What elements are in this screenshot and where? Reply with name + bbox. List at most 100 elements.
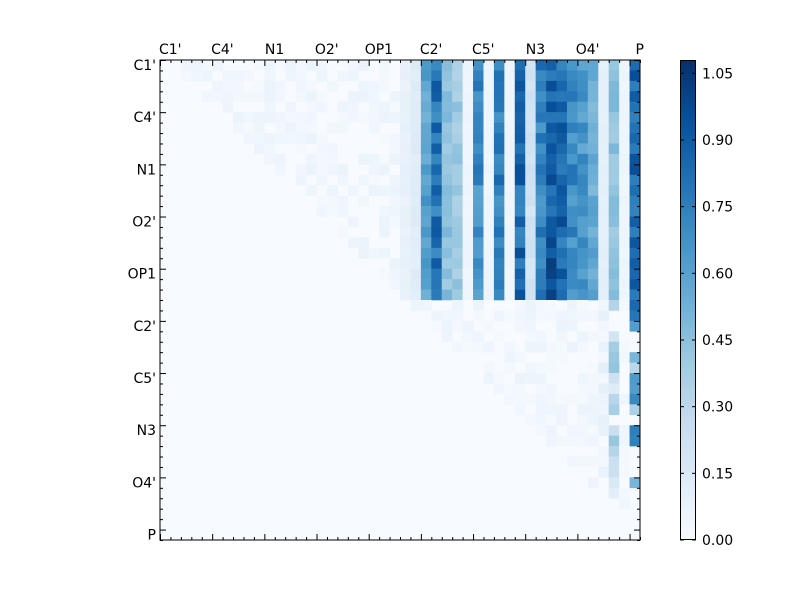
heatmap-cell bbox=[379, 101, 390, 113]
colorbar-segment bbox=[680, 176, 696, 181]
heatmap-cell bbox=[431, 80, 443, 92]
heatmap-cell bbox=[431, 195, 443, 207]
heatmap-cell bbox=[285, 60, 296, 71]
heatmap-cell bbox=[566, 80, 578, 92]
heatmap-cell bbox=[619, 289, 630, 301]
heatmap-cell bbox=[337, 195, 349, 207]
colorbar-segment bbox=[680, 300, 696, 305]
heatmap-cell bbox=[441, 268, 453, 280]
heatmap-cell bbox=[608, 206, 620, 217]
heatmap-cell bbox=[608, 226, 620, 238]
heatmap-cell bbox=[577, 279, 589, 290]
heatmap-cell bbox=[358, 237, 369, 249]
heatmap-cell bbox=[556, 268, 568, 280]
heatmap-cell bbox=[629, 70, 641, 82]
heatmap-cell bbox=[400, 206, 411, 217]
heatmap-cell bbox=[525, 153, 536, 165]
heatmap-cell bbox=[525, 143, 536, 155]
y-tick-label: N3 bbox=[137, 423, 156, 439]
heatmap-cell bbox=[493, 80, 505, 92]
heatmap-cell bbox=[441, 133, 453, 144]
heatmap-cell bbox=[598, 80, 609, 92]
heatmap-cell bbox=[410, 164, 422, 176]
heatmap-cell bbox=[483, 112, 495, 123]
heatmap-cell bbox=[452, 341, 463, 353]
heatmap-cell bbox=[274, 164, 286, 176]
heatmap-cell bbox=[358, 195, 369, 207]
heatmap-cell bbox=[452, 143, 463, 155]
heatmap-cell bbox=[462, 80, 474, 92]
colorbar-segment bbox=[680, 156, 696, 161]
heatmap-cell bbox=[514, 153, 526, 165]
heatmap-cell bbox=[420, 122, 432, 134]
heatmap-cell bbox=[191, 60, 203, 71]
heatmap-cell bbox=[514, 164, 526, 176]
heatmap-cell bbox=[556, 174, 568, 186]
heatmap-cell bbox=[577, 174, 589, 186]
heatmap-cell bbox=[462, 247, 474, 259]
colorbar-segment bbox=[680, 296, 696, 301]
colorbar-segment bbox=[680, 328, 696, 333]
heatmap-cell bbox=[608, 446, 620, 457]
colorbar-segment bbox=[680, 504, 696, 509]
heatmap-cell bbox=[493, 237, 505, 249]
heatmap-cell bbox=[566, 216, 578, 228]
heatmap-cell bbox=[619, 206, 630, 217]
heatmap-cell bbox=[577, 456, 589, 468]
heatmap-cell bbox=[483, 362, 495, 374]
heatmap-cell bbox=[452, 91, 463, 103]
heatmap-cell bbox=[400, 174, 411, 186]
heatmap-cell bbox=[441, 91, 453, 103]
heatmap-cell bbox=[400, 289, 411, 301]
heatmap-cell bbox=[462, 143, 474, 155]
heatmap-cell bbox=[577, 300, 589, 311]
y-tick-label: O4' bbox=[132, 475, 156, 491]
heatmap-cell bbox=[462, 153, 474, 165]
colorbar: 0.00 0.15 0.30 0.45 0.60 0.75 0.90 1.05 bbox=[680, 60, 733, 549]
heatmap-cell bbox=[566, 435, 578, 447]
heatmap-cell bbox=[441, 112, 453, 123]
colorbar-segment bbox=[680, 480, 696, 485]
heatmap-cell bbox=[566, 91, 578, 103]
heatmap-cell bbox=[264, 133, 276, 144]
heatmap-cell bbox=[629, 185, 641, 196]
heatmap-cell bbox=[629, 195, 641, 207]
heatmap-cell bbox=[233, 91, 244, 103]
heatmap-cell bbox=[629, 164, 641, 176]
heatmap-cell bbox=[347, 237, 359, 249]
heatmap-cell bbox=[525, 226, 536, 238]
heatmap-cell bbox=[619, 80, 630, 92]
heatmap-cell bbox=[577, 268, 589, 280]
heatmap-cell bbox=[556, 185, 568, 196]
heatmap-cell bbox=[431, 279, 443, 290]
colorbar-segment bbox=[680, 132, 696, 137]
heatmap-cell bbox=[483, 206, 495, 217]
heatmap-cell bbox=[577, 404, 589, 416]
colorbar-segment bbox=[680, 112, 696, 117]
heatmap-cell bbox=[577, 331, 589, 343]
colorbar-segment bbox=[680, 528, 696, 533]
heatmap-cell bbox=[587, 112, 599, 123]
heatmap-cell bbox=[577, 80, 589, 92]
heatmap-cell bbox=[514, 258, 526, 269]
heatmap-cell bbox=[587, 216, 599, 228]
y-tick-label: N1 bbox=[137, 162, 156, 178]
heatmap-cell bbox=[608, 341, 620, 353]
heatmap-cell bbox=[629, 91, 641, 103]
heatmap-cell bbox=[473, 279, 484, 290]
heatmap-cell bbox=[493, 226, 505, 238]
heatmap-cell bbox=[420, 185, 432, 196]
colorbar-segment bbox=[680, 160, 696, 165]
heatmap-cell bbox=[608, 164, 620, 176]
heatmap-cell bbox=[400, 268, 411, 280]
heatmap-cell bbox=[514, 91, 526, 103]
heatmap-cell bbox=[347, 185, 359, 196]
heatmap-cell bbox=[504, 352, 516, 363]
heatmap-cell bbox=[525, 362, 536, 374]
heatmap-cell bbox=[379, 133, 390, 144]
heatmap-cell bbox=[452, 101, 463, 113]
heatmap-cell bbox=[452, 216, 463, 228]
heatmap-cell bbox=[546, 352, 557, 363]
heatmap-cell bbox=[274, 112, 286, 123]
colorbar-segment bbox=[680, 64, 696, 69]
